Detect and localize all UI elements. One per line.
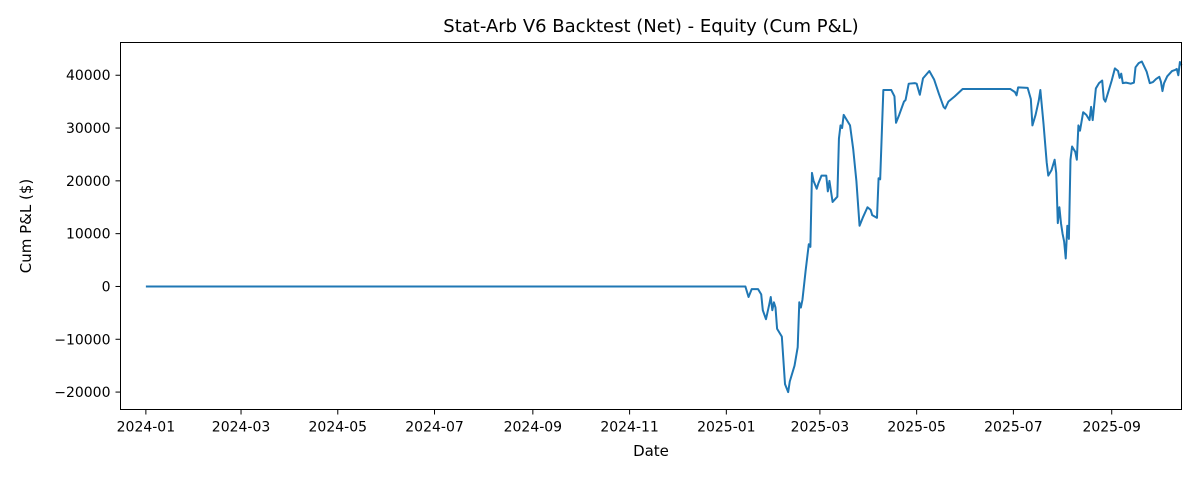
x-axis-label: Date — [633, 442, 669, 460]
chart-title: Stat-Arb V6 Backtest (Net) - Equity (Cum… — [443, 16, 858, 37]
x-tick-label: 2024-03 — [212, 420, 271, 436]
x-tick-label: 2025-01 — [697, 420, 756, 436]
x-tick-label: 2024-05 — [309, 420, 368, 436]
x-tick-label: 2025-03 — [791, 420, 850, 436]
y-tick-label: 20000 — [66, 174, 111, 190]
equity-series-line — [145, 60, 1183, 394]
plot-frame — [120, 42, 1182, 410]
x-tick-label: 2024-11 — [600, 420, 659, 436]
x-tick-label: 2025-09 — [1082, 420, 1141, 436]
y-tick-label: −10000 — [54, 332, 110, 348]
x-axis: 2024-01 2024-03 2024-05 2024-07 2024-09 2024-… — [117, 409, 1141, 436]
x-tick-label: 2024-09 — [504, 420, 563, 436]
y-tick-label: −20000 — [54, 385, 110, 401]
y-tick-label: 0 — [102, 279, 111, 295]
x-tick-label: 2025-05 — [887, 420, 946, 436]
plot-area — [145, 60, 1183, 394]
y-tick-label: 40000 — [66, 68, 111, 84]
x-tick-label: 2024-01 — [117, 420, 176, 436]
y-tick-label: 10000 — [66, 227, 111, 243]
x-tick-label: 2025-07 — [984, 420, 1043, 436]
y-tick-label: 30000 — [66, 121, 111, 137]
x-tick-label: 2024-07 — [405, 420, 464, 436]
y-axis: −20000 −10000 0 10000 20000 30000 40000 — [54, 68, 121, 401]
y-axis-label: Cum P&L ($) — [17, 179, 35, 273]
